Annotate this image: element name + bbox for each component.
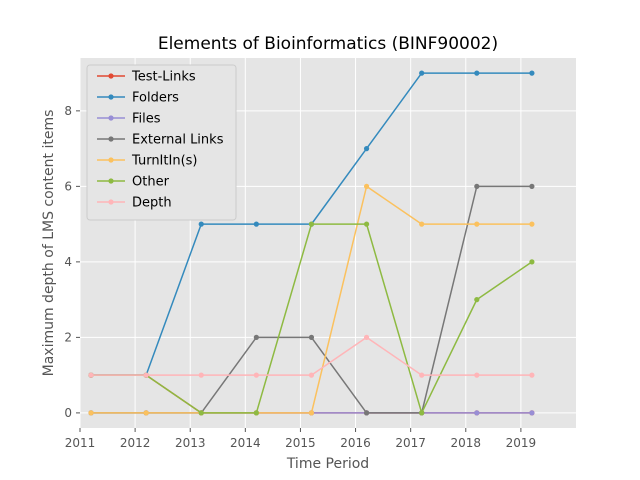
x-tick-label: 2011	[65, 436, 96, 450]
y-tick-label: 8	[64, 104, 72, 118]
y-tick-label: 0	[64, 406, 72, 420]
data-point	[474, 410, 480, 416]
y-tick-label: 6	[64, 179, 72, 193]
data-point	[419, 372, 425, 378]
legend-label: Test-Links	[131, 70, 196, 85]
legend-item: Test-Links	[97, 70, 196, 85]
x-tick-label: 2012	[120, 436, 151, 450]
x-tick-label: 2013	[175, 436, 206, 450]
y-tick-label: 2	[64, 330, 72, 344]
legend-item: TurnItIn(s)	[97, 154, 197, 169]
legend-item: Files	[97, 112, 161, 127]
x-tick-label: 2018	[451, 436, 482, 450]
x-tick-label: 2019	[506, 436, 537, 450]
data-point	[308, 410, 315, 416]
chart-title: Elements of Bioinformatics (BINF90002)	[158, 34, 498, 54]
data-point	[253, 372, 259, 378]
data-point	[308, 334, 315, 340]
data-point	[419, 70, 425, 76]
data-point	[253, 221, 259, 227]
data-point	[253, 334, 259, 340]
data-point	[143, 410, 149, 416]
x-tick-label: 2017	[395, 436, 426, 450]
legend-label: TurnItIn(s)	[131, 154, 197, 169]
data-point	[529, 372, 535, 378]
legend-marker	[108, 73, 114, 79]
data-point	[529, 221, 535, 227]
legend-marker	[108, 178, 114, 184]
data-point	[363, 410, 370, 416]
legend-marker	[108, 115, 114, 121]
legend-item: Other	[97, 175, 170, 190]
series-depth	[88, 334, 535, 378]
legend-item: Folders	[97, 91, 179, 106]
data-point	[363, 221, 370, 227]
data-point	[363, 146, 370, 152]
data-point	[474, 221, 480, 227]
data-point	[308, 221, 315, 227]
legend-label: Files	[132, 112, 161, 127]
legend-marker	[108, 136, 114, 142]
x-tick-label: 2015	[285, 436, 316, 450]
x-tick-label: 2016	[340, 436, 371, 450]
data-point	[419, 410, 425, 416]
y-tick-label: 4	[64, 255, 72, 269]
data-point	[198, 410, 204, 416]
legend-marker	[108, 199, 114, 205]
data-point	[88, 410, 94, 416]
data-point	[529, 410, 535, 416]
data-point	[474, 183, 480, 189]
x-axis-ticks: 2011 2012 2013 2014 2015 2016 2017 2018 2019	[65, 428, 536, 450]
legend: Test-Links Folders Files External Links Turn…	[86, 64, 237, 221]
data-point	[308, 372, 315, 378]
legend-label: Other	[132, 175, 170, 190]
data-point	[88, 372, 94, 378]
x-axis-label: Time Period	[286, 456, 369, 472]
legend-label: External Links	[132, 133, 224, 148]
legend-label: Depth	[132, 196, 172, 211]
data-point	[419, 221, 425, 227]
data-point	[474, 70, 480, 76]
data-point	[198, 372, 204, 378]
legend-label: Folders	[132, 91, 179, 106]
data-point	[474, 372, 480, 378]
data-point	[363, 334, 370, 340]
data-point	[529, 70, 535, 76]
series-layer	[88, 70, 535, 416]
data-point	[474, 297, 480, 303]
x-tick-label: 2014	[230, 436, 261, 450]
y-axis-ticks: 0 2 4 6 8	[64, 104, 80, 420]
data-point	[529, 259, 535, 265]
legend-item: External Links	[97, 133, 224, 148]
legend-marker	[108, 157, 114, 163]
data-point	[529, 183, 535, 189]
y-axis-label: Maximum depth of LMS content items	[41, 110, 57, 377]
data-point	[253, 410, 259, 416]
legend-item: Depth	[97, 196, 172, 211]
data-point	[198, 221, 204, 227]
legend-marker	[108, 94, 114, 100]
data-point	[143, 372, 149, 378]
data-point	[363, 183, 370, 189]
